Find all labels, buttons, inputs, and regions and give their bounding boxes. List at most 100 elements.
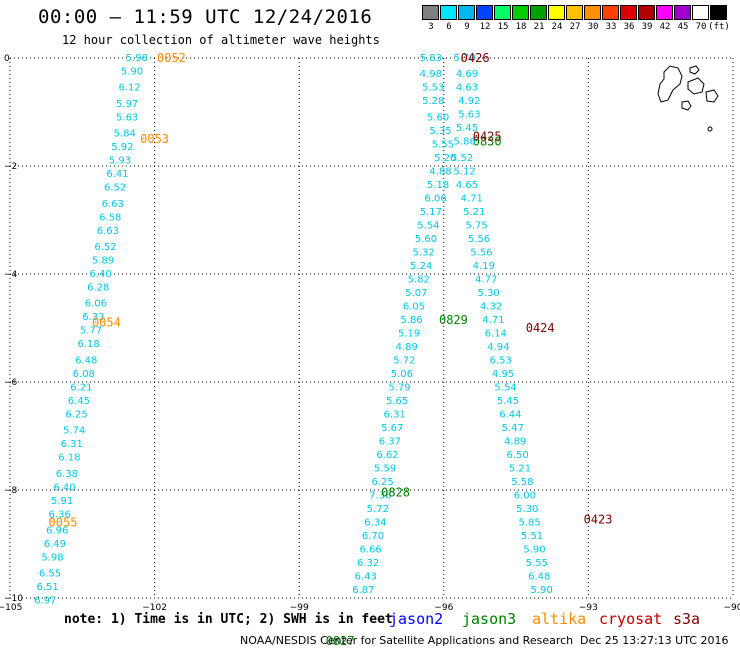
island-outline xyxy=(687,77,705,95)
wave-height-value: 5.06 xyxy=(391,369,413,380)
wave-height-value: 5.53 xyxy=(422,83,444,94)
wave-height-value: 5.93 xyxy=(109,156,131,167)
wave-height-value: 6.40 xyxy=(53,482,75,493)
legend-swatch xyxy=(584,5,601,20)
lon-tick-label: −105 xyxy=(0,603,22,613)
axis-labels: 0 −2 −4 −6 −8 −10−105 −102 −99 −96 −93 −90 xyxy=(0,54,740,613)
wave-height-value: 5.97 xyxy=(116,99,138,110)
legend-swatch xyxy=(566,5,583,20)
legend-label: 33 xyxy=(605,22,617,32)
wave-height-value: 6.43 xyxy=(355,571,377,582)
wave-height-value: 6.44 xyxy=(499,409,521,420)
wave-height-value: 7.36 xyxy=(369,490,391,501)
lat-lon-grid xyxy=(9,57,734,599)
wave-height-value: 6.31 xyxy=(61,439,83,450)
wave-height-value: 6.06 xyxy=(425,193,447,204)
wave-height-value: 5.77 xyxy=(80,326,102,337)
galapagos-islands xyxy=(657,65,719,132)
wave-height-value: 5.98 xyxy=(126,53,148,64)
wave-height-value: 5.07 xyxy=(405,288,427,299)
pass-time-label: 0827 xyxy=(326,634,355,648)
legend-label: 6 xyxy=(446,22,452,32)
chart-subtitle: 12 hour collection of altimeter wave hei… xyxy=(62,33,380,47)
satellite-jason3: jason3 xyxy=(462,610,517,628)
wave-height-value: 5.98 xyxy=(41,553,63,564)
legend-label: 21 xyxy=(533,22,545,32)
lat-tick-label: −8 xyxy=(4,486,18,496)
pass-time-label: 0053 xyxy=(140,132,169,146)
legend-label: 15 xyxy=(497,22,509,32)
wave-height-value: 5.90 xyxy=(523,544,545,555)
wave-height-value: 6.63 xyxy=(97,226,119,237)
legend-label: 12 xyxy=(479,22,491,32)
pass-time-label: 0830 xyxy=(473,135,502,149)
wave-height-value: 6.49 xyxy=(44,539,66,550)
wave-height-value: 5.92 xyxy=(111,142,133,153)
wave-height-value: 5.90 xyxy=(121,67,143,78)
island-outline xyxy=(657,65,683,103)
wave-height-value: 4.69 xyxy=(456,69,478,80)
lon-tick-label: −90 xyxy=(724,603,740,613)
wave-height-value: 5.45 xyxy=(456,123,478,134)
wave-height-value: 5.63 xyxy=(116,112,138,123)
wave-height-value: 6.53 xyxy=(490,355,512,366)
lat-tick-label: −10 xyxy=(4,594,23,604)
island-outline xyxy=(681,100,692,111)
wave-height-value: 6.40 xyxy=(90,269,112,280)
legend-label: 42 xyxy=(659,22,671,32)
wave-height-value: 5.67 xyxy=(381,423,403,434)
pass-time-label: 0426 xyxy=(461,51,490,65)
wave-height-value: 6.50 xyxy=(506,450,528,461)
wave-height-value: 6.31 xyxy=(384,409,406,420)
wave-height-value: 6.18 xyxy=(77,339,99,350)
wave-height-value: 5.19 xyxy=(398,328,420,339)
legend-swatch xyxy=(494,5,511,20)
legend-swatch xyxy=(548,5,565,20)
wave-height-value: 6.08 xyxy=(73,369,95,380)
wave-height-value: 6.62 xyxy=(376,450,398,461)
lat-tick-label: −6 xyxy=(4,378,18,388)
wave-height-value: 6.18 xyxy=(58,453,80,464)
pass-time-label: 0055 xyxy=(49,515,78,529)
wave-height-value: 6.48 xyxy=(528,571,550,582)
wave-height-value: 6.28 xyxy=(87,283,109,294)
legend-swatch xyxy=(512,5,529,20)
wave-height-value: 5.21 xyxy=(463,207,485,218)
wave-height-value: 5.74 xyxy=(63,426,85,437)
legend-label: 70 xyxy=(695,22,707,32)
wave-height-value: 6.05 xyxy=(403,301,425,312)
legend-label: 9 xyxy=(464,22,470,32)
legend-label: 30 xyxy=(587,22,599,32)
legend-label: 39 xyxy=(641,22,653,32)
legend-swatch xyxy=(638,5,655,20)
lon-tick-label: −96 xyxy=(434,603,453,613)
legend-swatch xyxy=(440,5,457,20)
wave-height-value: 5.30 xyxy=(478,288,500,299)
wave-height-value: 6.00 xyxy=(514,490,536,501)
legend-swatch xyxy=(692,5,709,20)
wave-height-value: 5.90 xyxy=(531,585,553,596)
legend-swatch xyxy=(458,5,475,20)
timestamp: Dec 25 13:27:13 UTC 2016 xyxy=(580,634,729,647)
wave-height-value: 5.45 xyxy=(497,396,519,407)
wave-height-value: 6.96 xyxy=(46,526,68,537)
wave-height-value: 5.51 xyxy=(521,531,543,542)
wave-height-value: 5.56 xyxy=(468,234,490,245)
wave-height-value: 5.86 xyxy=(453,137,475,148)
wave-height-value: 6.52 xyxy=(104,183,126,194)
pass-time-label: 0054 xyxy=(92,316,121,330)
wave-height-value: 5.83 xyxy=(420,53,442,64)
wave-height-value: 6.45 xyxy=(68,396,90,407)
footnote: note: 1) Time is in UTC; 2) SWH is in fe… xyxy=(64,612,393,627)
legend-label: 24 xyxy=(551,22,563,32)
legend-swatch xyxy=(530,5,547,20)
wave-height-value: 5.79 xyxy=(388,382,410,393)
wave-height-value: 6.34 xyxy=(364,517,386,528)
wave-height-value: 4.89 xyxy=(396,342,418,353)
wave-height-value: 5.56 xyxy=(470,247,492,258)
wave-height-value: 6.32 xyxy=(357,558,379,569)
wave-height-value: 5.12 xyxy=(453,166,475,177)
wave-height-value: 5.58 xyxy=(511,477,533,488)
wave-height-value: 6.87 xyxy=(352,585,374,596)
